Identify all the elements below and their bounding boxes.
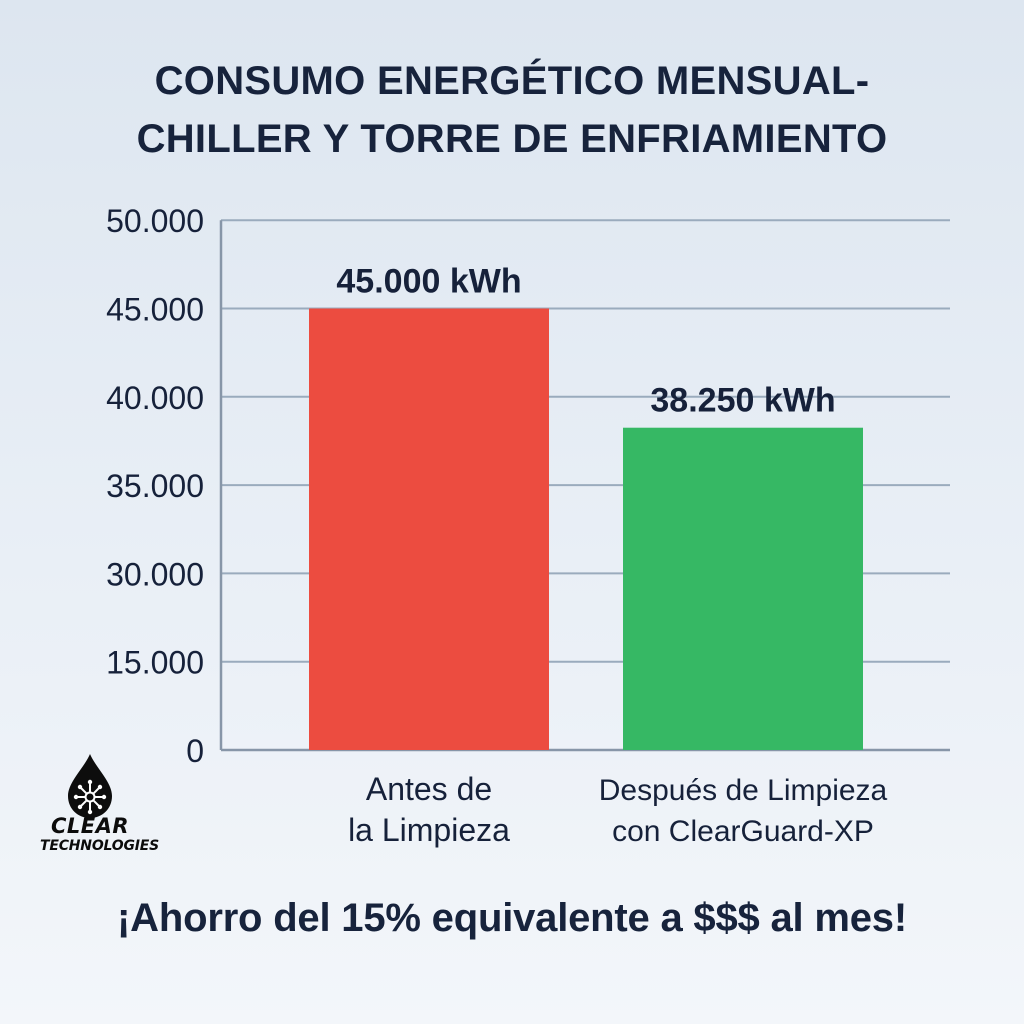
logo-text-line1: CLEAR — [50, 814, 130, 838]
chart-title-line1: CONSUMO ENERGÉTICO MENSUAL- — [154, 59, 870, 103]
savings-message: ¡Ahorro del 15% equivalente a $$$ al mes… — [117, 896, 907, 940]
logo-wordmark: CLEAR TECHNOLOGIES — [40, 814, 159, 856]
bar-value-label: 38.250 kWh — [650, 382, 835, 420]
water-drop-network-icon — [68, 754, 112, 818]
y-tick-label: 45.000 — [106, 292, 204, 328]
x-category-label: Antes de — [366, 771, 492, 807]
y-tick-label: 50.000 — [106, 203, 204, 239]
y-tick-label: 35.000 — [106, 468, 204, 504]
bar — [309, 308, 549, 750]
company-logo: CLEAR TECHNOLOGIES — [40, 752, 170, 872]
x-category-label: con ClearGuard-XP — [612, 815, 874, 848]
chart-title-line2: CHILLER Y TORRE DE ENFRIAMIENTO — [136, 117, 888, 161]
y-tick-label: 30.000 — [106, 556, 204, 592]
chart-title: CONSUMO ENERGÉTICO MENSUAL- CHILLER Y TO… — [0, 52, 1024, 168]
bar — [623, 427, 863, 750]
logo-text-line2: TECHNOLOGIES — [40, 838, 159, 854]
x-category-label: la Limpieza — [348, 812, 510, 848]
x-category-label: Después de Limpieza — [599, 774, 888, 807]
y-tick-label: 0 — [186, 733, 204, 769]
y-tick-label: 15.000 — [106, 645, 204, 681]
y-tick-label: 40.000 — [106, 380, 204, 416]
bar-value-label: 45.000 kWh — [336, 263, 521, 301]
